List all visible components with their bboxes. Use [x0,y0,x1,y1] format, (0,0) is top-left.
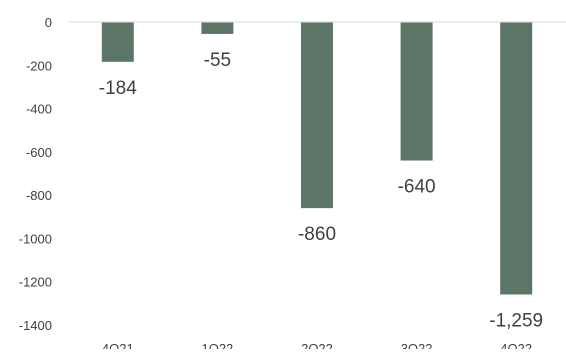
x-axis-tick-labels: 4Q21 1Q22 2Q22 3Q22 4Q22 [102,341,532,354]
bar-4q22 [500,22,533,295]
y-tick-label: -800 [26,188,52,203]
x-tick-label: 2Q22 [301,341,333,349]
x-tick-label: 1Q22 [201,341,233,349]
y-tick-label: -1400 [19,318,52,333]
bar-1q22 [201,22,234,34]
data-label: -1,259 [489,310,543,331]
data-label: -860 [298,224,336,245]
y-tick-label: -600 [26,145,52,160]
bar-series [101,22,533,295]
y-tick-label: -200 [26,58,52,73]
y-tick-label: -1200 [19,275,52,290]
y-axis-tick-labels: 0 -200 -400 -600 -800 -1000 -1200 -1400 [19,15,52,333]
bar-2q22 [301,22,333,209]
data-labels: -184 -55 -860 -640 -1,259 [99,50,543,332]
bar-4q21 [101,22,134,62]
y-tick-label: 0 [45,15,52,30]
bar-3q22 [400,22,433,161]
data-label: -184 [99,78,137,99]
data-label: -640 [398,177,436,198]
data-label: -55 [204,50,231,71]
y-tick-label: -400 [26,102,52,117]
x-tick-label: 4Q21 [102,341,134,349]
x-tick-label: 3Q22 [401,341,433,349]
y-tick-label: -1000 [19,231,52,246]
x-tick-label: 4Q22 [500,341,532,349]
